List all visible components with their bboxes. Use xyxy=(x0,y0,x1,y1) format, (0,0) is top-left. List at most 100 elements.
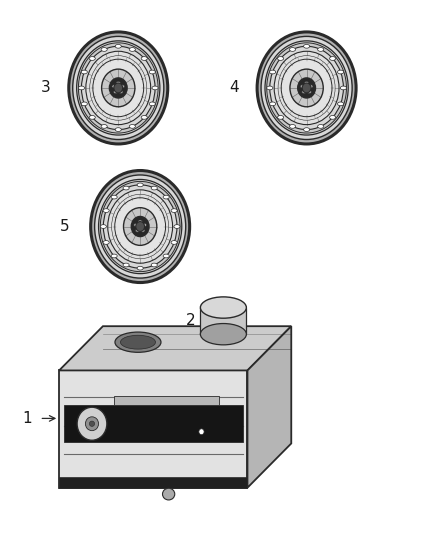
Ellipse shape xyxy=(270,46,343,130)
Ellipse shape xyxy=(135,229,140,232)
Ellipse shape xyxy=(278,116,284,119)
Polygon shape xyxy=(59,477,247,488)
Ellipse shape xyxy=(111,254,117,258)
Ellipse shape xyxy=(123,263,129,267)
Ellipse shape xyxy=(151,186,157,190)
Ellipse shape xyxy=(137,183,143,187)
Ellipse shape xyxy=(338,102,344,106)
Polygon shape xyxy=(59,326,291,370)
Ellipse shape xyxy=(261,36,352,140)
Text: 3: 3 xyxy=(41,80,51,95)
Ellipse shape xyxy=(257,32,356,144)
Ellipse shape xyxy=(89,56,95,60)
Ellipse shape xyxy=(81,46,155,130)
Ellipse shape xyxy=(73,36,164,140)
Ellipse shape xyxy=(78,86,85,90)
Ellipse shape xyxy=(302,83,311,93)
Ellipse shape xyxy=(163,195,169,199)
Ellipse shape xyxy=(174,225,180,229)
Ellipse shape xyxy=(302,91,306,94)
Ellipse shape xyxy=(129,47,135,51)
Ellipse shape xyxy=(318,47,324,51)
Ellipse shape xyxy=(141,229,145,232)
Text: 5: 5 xyxy=(60,219,69,234)
Ellipse shape xyxy=(100,181,180,272)
Ellipse shape xyxy=(281,59,332,117)
Ellipse shape xyxy=(81,70,87,74)
Polygon shape xyxy=(247,326,291,488)
Ellipse shape xyxy=(142,223,147,227)
Ellipse shape xyxy=(151,263,157,267)
Ellipse shape xyxy=(309,85,313,88)
Ellipse shape xyxy=(94,60,143,116)
Ellipse shape xyxy=(120,335,155,349)
Polygon shape xyxy=(64,405,243,442)
Ellipse shape xyxy=(171,240,177,244)
Ellipse shape xyxy=(69,32,168,144)
Ellipse shape xyxy=(267,43,346,133)
Ellipse shape xyxy=(112,85,116,88)
Ellipse shape xyxy=(300,85,304,88)
Ellipse shape xyxy=(89,421,95,426)
Ellipse shape xyxy=(304,44,310,48)
Ellipse shape xyxy=(101,125,107,128)
Ellipse shape xyxy=(307,91,311,94)
Ellipse shape xyxy=(298,78,315,98)
Ellipse shape xyxy=(290,69,323,107)
Ellipse shape xyxy=(114,83,123,93)
Ellipse shape xyxy=(149,102,155,106)
Ellipse shape xyxy=(102,69,135,107)
Ellipse shape xyxy=(113,91,118,94)
Ellipse shape xyxy=(110,78,127,98)
Ellipse shape xyxy=(98,65,138,111)
Ellipse shape xyxy=(115,128,121,132)
Ellipse shape xyxy=(338,70,344,74)
Ellipse shape xyxy=(91,171,190,282)
Ellipse shape xyxy=(290,47,296,51)
Ellipse shape xyxy=(149,70,155,74)
Ellipse shape xyxy=(162,488,175,500)
Ellipse shape xyxy=(81,102,87,106)
Ellipse shape xyxy=(99,180,182,273)
Ellipse shape xyxy=(274,51,339,125)
Ellipse shape xyxy=(115,332,161,352)
Ellipse shape xyxy=(200,324,246,345)
Ellipse shape xyxy=(85,417,99,431)
Ellipse shape xyxy=(115,44,121,48)
Ellipse shape xyxy=(89,116,95,119)
Polygon shape xyxy=(114,396,219,405)
Ellipse shape xyxy=(103,185,177,268)
Text: 1: 1 xyxy=(23,411,32,426)
Ellipse shape xyxy=(141,116,147,119)
Ellipse shape xyxy=(116,199,164,254)
Ellipse shape xyxy=(304,82,309,85)
Ellipse shape xyxy=(152,86,158,90)
Ellipse shape xyxy=(103,209,109,213)
Ellipse shape xyxy=(138,220,142,223)
Ellipse shape xyxy=(123,186,129,190)
Ellipse shape xyxy=(265,41,348,135)
Ellipse shape xyxy=(278,56,284,60)
Ellipse shape xyxy=(137,266,143,270)
Ellipse shape xyxy=(329,56,336,60)
Ellipse shape xyxy=(282,60,331,116)
Ellipse shape xyxy=(290,125,296,128)
Polygon shape xyxy=(201,308,246,334)
Ellipse shape xyxy=(120,85,125,88)
Ellipse shape xyxy=(278,55,335,120)
Ellipse shape xyxy=(108,190,173,263)
Ellipse shape xyxy=(124,208,157,245)
Ellipse shape xyxy=(116,82,120,85)
Ellipse shape xyxy=(95,175,186,278)
Ellipse shape xyxy=(111,195,117,199)
Text: 4: 4 xyxy=(230,80,239,95)
Ellipse shape xyxy=(78,43,158,133)
Ellipse shape xyxy=(141,56,147,60)
Ellipse shape xyxy=(329,116,336,119)
Ellipse shape xyxy=(163,254,169,258)
Ellipse shape xyxy=(136,222,145,231)
Ellipse shape xyxy=(112,194,169,259)
Ellipse shape xyxy=(286,65,327,111)
Ellipse shape xyxy=(119,91,123,94)
Ellipse shape xyxy=(200,297,246,318)
